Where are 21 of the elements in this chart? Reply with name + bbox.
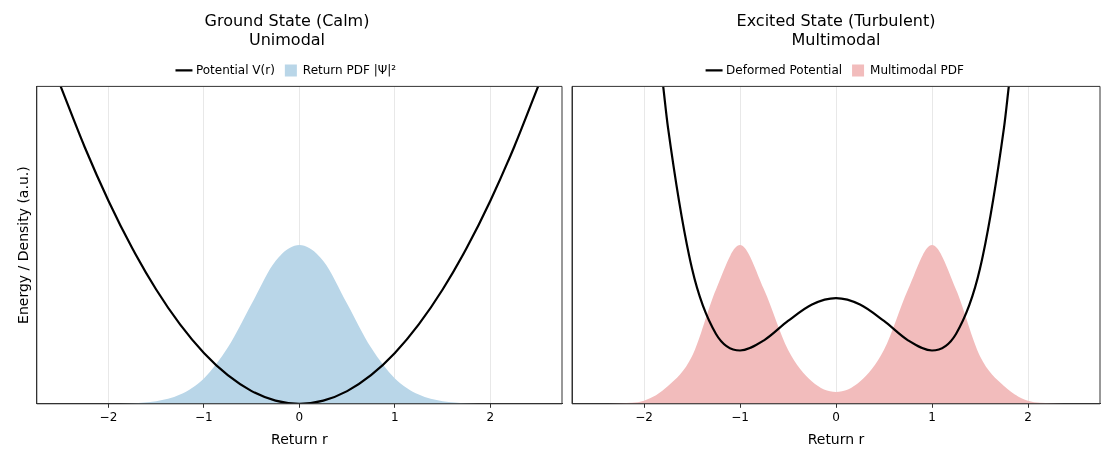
- x-tick-label: 2: [486, 410, 495, 425]
- x-tick-label: −2: [635, 410, 653, 425]
- x-tick-label: −1: [731, 410, 749, 425]
- x-axis-title: Return r: [807, 431, 865, 448]
- legend-label: Deformed Potential: [726, 62, 843, 77]
- x-tick-label: −1: [195, 410, 213, 425]
- chart-title: Excited State (Turbulent): [736, 10, 936, 30]
- x-tick-label: 0: [295, 410, 304, 425]
- x-tick-label: 0: [832, 410, 840, 425]
- chart-subtitle: Multimodal: [791, 29, 881, 49]
- x-tick-label: −2: [99, 410, 118, 425]
- x-tick-label: 1: [391, 410, 399, 425]
- chart-subtitle: Unimodal: [248, 29, 326, 49]
- legend-label: Potential V(r): [195, 62, 275, 77]
- legend-label: Return PDF |Ψ|²: [302, 62, 397, 77]
- x-tick-label: 2: [1024, 410, 1032, 425]
- x-tick-label: 1: [928, 410, 936, 425]
- chart-title: Ground State (Calm): [204, 10, 370, 30]
- legend-label: Multimodal PDF: [870, 62, 965, 77]
- x-axis-title: Return r: [271, 431, 328, 448]
- y-axis-title: Energy / Density (a.u.): [15, 166, 32, 324]
